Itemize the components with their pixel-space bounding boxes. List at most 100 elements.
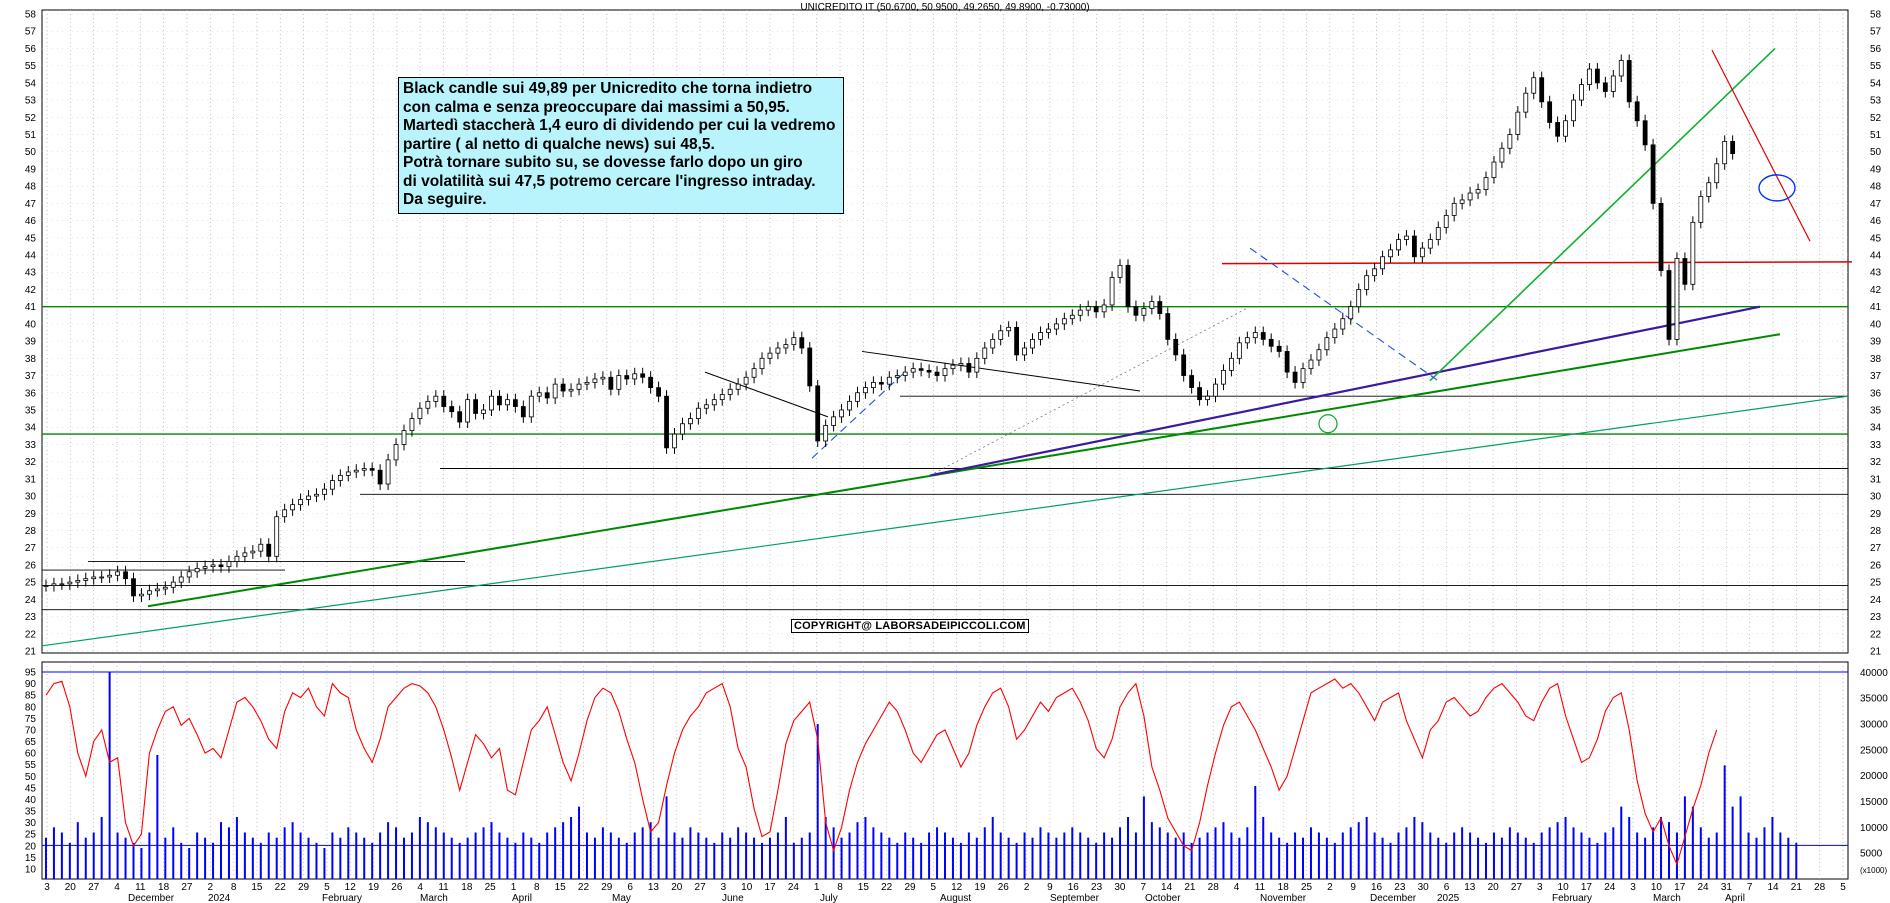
price-candle xyxy=(1205,395,1210,401)
x-day-tick-label: 4 xyxy=(1234,882,1240,893)
price-candle xyxy=(1666,270,1672,340)
price-tick-right: 58 xyxy=(1870,10,1882,21)
price-candle xyxy=(67,581,73,585)
price-candle xyxy=(306,495,311,500)
price-candle xyxy=(775,347,781,354)
x-month-label: October xyxy=(1145,893,1181,903)
price-candle xyxy=(783,344,789,349)
price-candle xyxy=(401,430,407,445)
price-candle xyxy=(823,425,829,442)
x-month-label: May xyxy=(612,893,631,903)
price-candle xyxy=(902,371,908,376)
price-tick-right: 51 xyxy=(1870,130,1882,141)
price-candle xyxy=(1348,306,1354,320)
price-tick-right: 55 xyxy=(1870,61,1882,72)
price-tick-left: 57 xyxy=(25,27,37,38)
x-day-tick-label: 14 xyxy=(1767,882,1779,893)
price-candle xyxy=(393,444,399,461)
price-candle xyxy=(147,590,152,595)
price-tick-right: 46 xyxy=(1870,216,1882,227)
price-candle xyxy=(481,409,486,414)
price-candle xyxy=(966,363,972,373)
indicator-tick-left: 10 xyxy=(25,865,37,876)
price-candle xyxy=(91,576,97,580)
price-tick-left: 33 xyxy=(25,440,37,451)
x-day-tick-label: 28 xyxy=(1208,882,1220,893)
trend-line xyxy=(704,371,829,418)
price-tick-left: 54 xyxy=(25,78,37,89)
price-candle xyxy=(1125,264,1131,308)
price-candle xyxy=(250,550,256,554)
x-day-tick-label: 2 xyxy=(1024,882,1030,893)
price-candle xyxy=(1101,304,1107,313)
x-day-tick-label: 13 xyxy=(1464,882,1476,893)
trend-line xyxy=(1711,49,1811,242)
price-candle xyxy=(282,509,288,518)
price-candle xyxy=(497,395,502,406)
x-day-tick-label: 29 xyxy=(601,882,613,893)
price-tick-left: 41 xyxy=(25,302,37,313)
price-candle xyxy=(1682,258,1688,285)
price-tick-right: 30 xyxy=(1870,492,1882,503)
price-candle xyxy=(735,383,741,390)
x-day-tick-label: 23 xyxy=(1394,882,1406,893)
price-candle xyxy=(194,567,200,573)
price-candle xyxy=(664,395,669,449)
trend-line xyxy=(1249,247,1439,382)
price-candle xyxy=(1706,182,1712,197)
price-candle xyxy=(107,574,113,578)
price-candle xyxy=(520,406,526,418)
resistance-line xyxy=(1221,261,1853,265)
price-candle xyxy=(1038,332,1043,340)
x-day-tick-label: 7 xyxy=(1140,882,1146,893)
price-candle xyxy=(1069,314,1075,320)
price-tick-right: 25 xyxy=(1870,578,1882,589)
x-month-label: April xyxy=(512,893,532,903)
price-candle xyxy=(1244,337,1250,344)
x-month-label: April xyxy=(1725,893,1745,903)
price-tick-left: 50 xyxy=(25,147,37,158)
x-day-tick-label: 18 xyxy=(158,882,170,893)
price-candle xyxy=(751,368,757,378)
price-candle xyxy=(1563,120,1568,137)
price-tick-right: 31 xyxy=(1870,474,1882,485)
price-tick-right: 45 xyxy=(1870,233,1882,244)
price-candle xyxy=(1515,111,1521,135)
price-tick-right: 43 xyxy=(1870,268,1882,279)
x-month-label: February xyxy=(322,893,362,903)
indicator-tick-left: 50 xyxy=(25,772,37,783)
price-tick-left: 45 xyxy=(25,233,37,244)
x-day-tick-label: 11 xyxy=(135,882,146,893)
price-candle xyxy=(1006,326,1012,332)
price-candle xyxy=(489,395,494,411)
price-candle xyxy=(974,357,980,373)
price-candle xyxy=(266,543,272,557)
price-candle xyxy=(1427,239,1433,249)
price-candle xyxy=(123,571,128,580)
price-candle xyxy=(1308,359,1314,370)
price-tick-left: 29 xyxy=(25,509,37,520)
price-candle xyxy=(831,416,837,426)
x-day-tick-label: 10 xyxy=(741,882,753,893)
price-candle xyxy=(568,388,574,392)
x-day-tick-label: 4 xyxy=(417,882,423,893)
price-candle xyxy=(1356,289,1362,308)
price-candle xyxy=(337,474,343,481)
price-candle xyxy=(186,571,192,578)
x-day-tick-label: 23 xyxy=(1091,882,1103,893)
oscillator-line xyxy=(45,678,1718,867)
x-day-tick-label: 3 xyxy=(1630,882,1636,893)
price-candle xyxy=(1714,163,1720,184)
price-tick-left: 43 xyxy=(25,268,37,279)
x-day-tick-label: 25 xyxy=(485,882,497,893)
price-candle xyxy=(894,375,900,378)
x-month-label: 2024 xyxy=(208,893,231,903)
x-day-tick-label: 10 xyxy=(1558,882,1570,893)
price-candle xyxy=(1380,256,1385,270)
indicator-tick-left: 35 xyxy=(25,807,37,818)
price-candle xyxy=(1451,202,1457,216)
price-tick-left: 36 xyxy=(25,388,37,399)
price-candle xyxy=(1587,68,1592,85)
price-candle xyxy=(719,394,725,401)
price-candle xyxy=(759,357,765,370)
